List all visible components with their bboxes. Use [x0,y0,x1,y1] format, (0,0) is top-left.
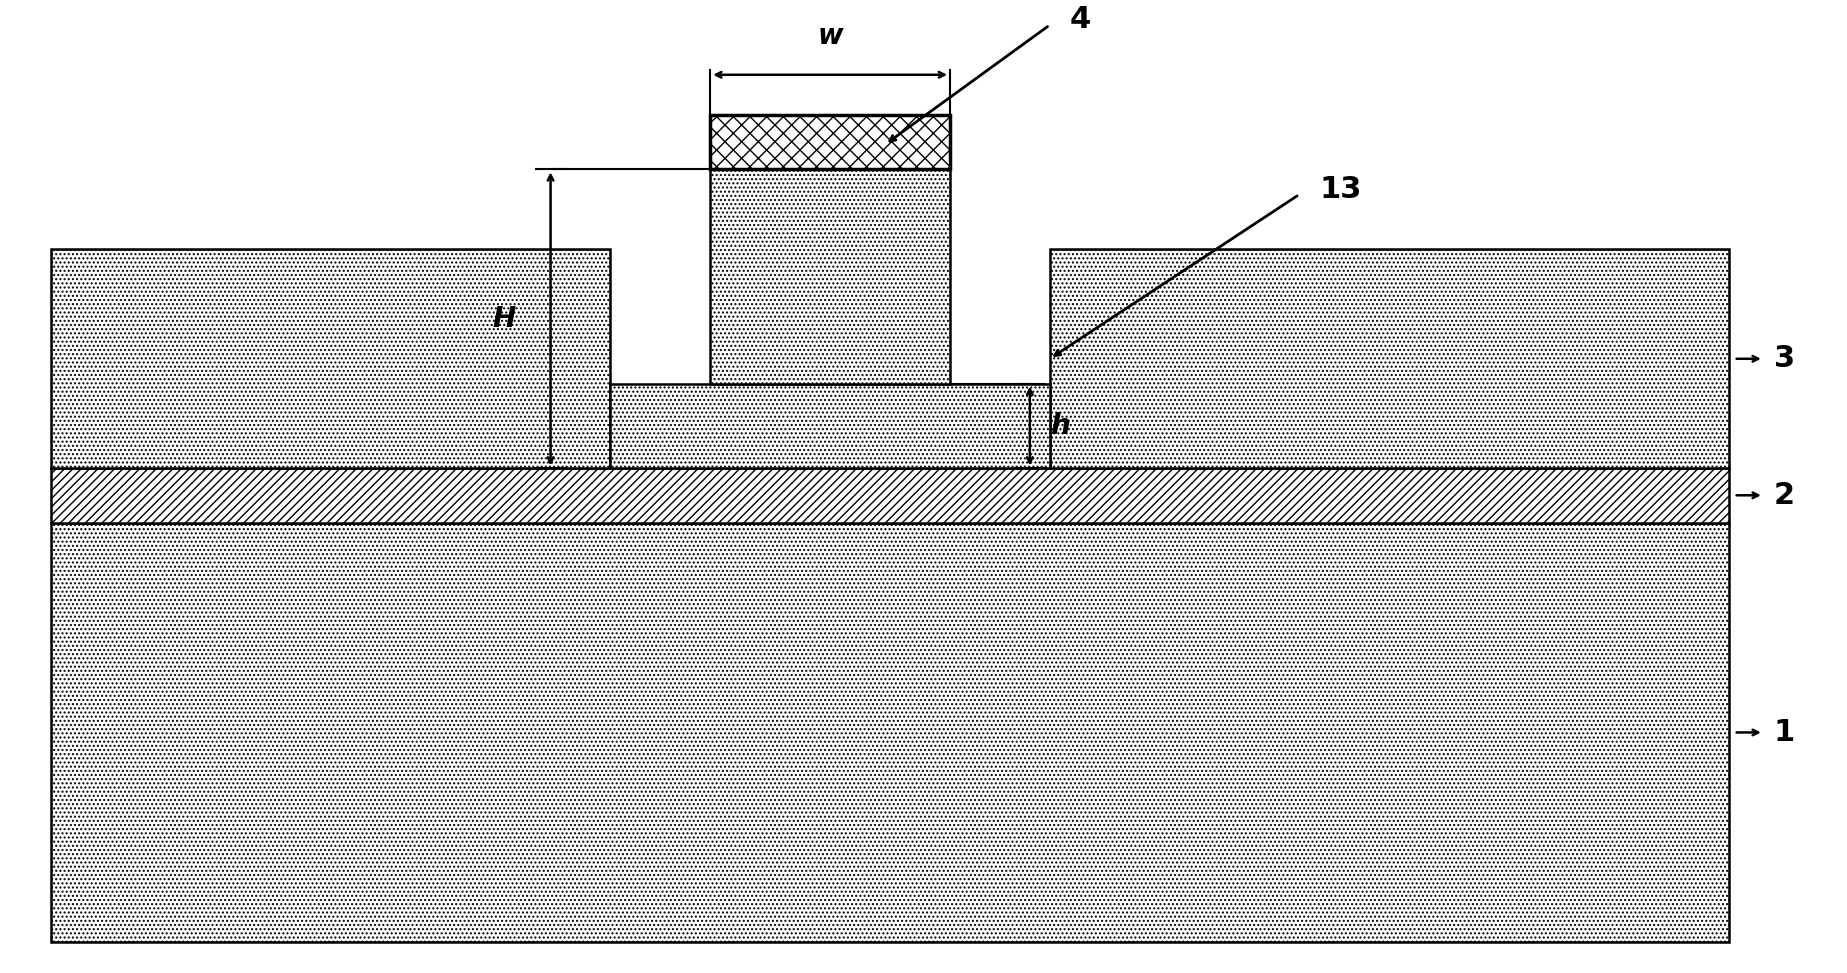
Text: 2: 2 [1773,481,1795,510]
Bar [52,468,1729,523]
Bar [52,523,1729,942]
Bar [611,383,1049,468]
Bar [711,169,949,383]
Text: 1: 1 [1773,718,1795,747]
Text: 4: 4 [1069,6,1092,34]
Text: w: w [818,21,842,50]
Text: 3: 3 [1773,344,1795,374]
Text: h: h [1049,412,1069,440]
Bar [52,249,611,468]
Bar [1049,249,1729,468]
Text: 13: 13 [1319,175,1361,204]
Text: H: H [493,305,515,333]
Bar [711,115,949,169]
